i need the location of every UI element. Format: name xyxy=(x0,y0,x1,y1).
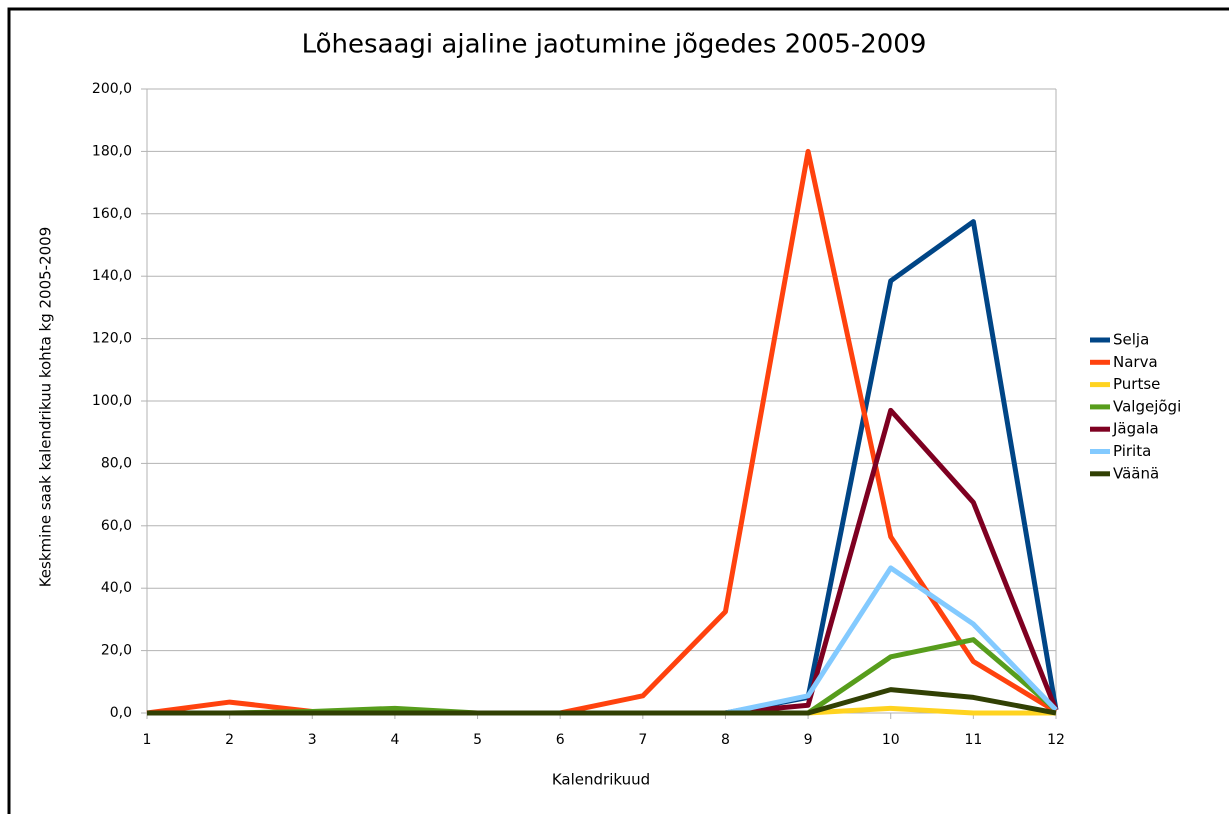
y-tick-label: 20,0 xyxy=(101,643,132,659)
x-tick-label: 6 xyxy=(556,732,565,748)
x-tick-label: 5 xyxy=(473,732,482,748)
y-tick-label: 0,0 xyxy=(110,705,132,721)
legend-swatch xyxy=(1090,471,1110,477)
y-tick-label: 140,0 xyxy=(92,268,132,284)
legend-swatch xyxy=(1090,404,1110,410)
y-tick-label: 100,0 xyxy=(92,393,132,409)
legend-swatch xyxy=(1090,426,1110,432)
y-tick-label: 200,0 xyxy=(92,81,132,97)
legend-swatch xyxy=(1090,337,1110,343)
x-tick-label: 2 xyxy=(225,732,234,748)
y-tick-label: 60,0 xyxy=(101,518,132,534)
x-axis-label: Kalendrikuud xyxy=(552,771,650,789)
x-tick-label: 9 xyxy=(804,732,813,748)
legend-swatch xyxy=(1090,359,1110,365)
legend-label: Valgejõgi xyxy=(1113,397,1181,415)
legend-label: Selja xyxy=(1113,331,1149,349)
x-tick-label: 7 xyxy=(638,732,647,748)
y-axis-label: Keskmine saak kalendrikuu kohta kg 2005-… xyxy=(37,227,55,588)
legend-label: Väänä xyxy=(1113,464,1159,482)
y-tick-label: 160,0 xyxy=(92,206,132,222)
x-tick-label: 3 xyxy=(308,732,317,748)
y-tick-label: 40,0 xyxy=(101,580,132,596)
y-tick-label: 180,0 xyxy=(92,143,132,159)
chart-frame xyxy=(7,7,1229,818)
y-tick-label: 80,0 xyxy=(101,455,132,471)
x-tick-label: 11 xyxy=(964,732,982,748)
y-tick-label: 120,0 xyxy=(92,331,132,347)
series-line xyxy=(147,687,1057,716)
x-tick-label: 8 xyxy=(721,732,730,748)
legend-swatch xyxy=(1090,449,1110,454)
x-tick-label: 12 xyxy=(1047,732,1065,748)
legend-swatch xyxy=(1090,382,1110,388)
legend-label: Purtse xyxy=(1113,375,1160,393)
x-tick-label: 4 xyxy=(390,732,399,748)
x-tick-label: 10 xyxy=(882,732,900,748)
x-tick-label: 1 xyxy=(143,732,152,748)
legend-label: Narva xyxy=(1113,353,1158,371)
legend-label: Pirita xyxy=(1113,442,1151,460)
legend-label: Jägala xyxy=(1112,420,1159,438)
chart-title: Lõhesaagi ajaline jaotumine jõgedes 2005… xyxy=(302,30,927,60)
